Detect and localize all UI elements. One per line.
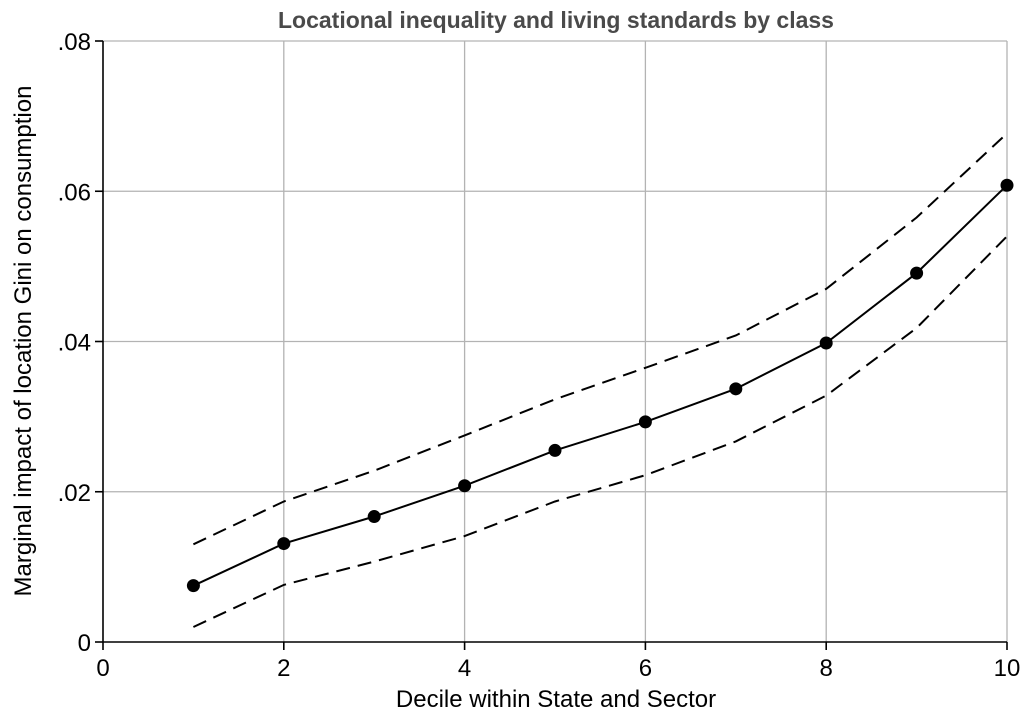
lower-bound-line: [192, 235, 1008, 628]
tick-labels: 0 2 4 6 8 10 0 .02 .04 .06 .08: [58, 29, 1021, 682]
data-point: [638, 415, 652, 429]
estimate-line: [192, 184, 1008, 587]
data-point: [910, 266, 924, 280]
data-point: [458, 479, 472, 493]
data-point: [819, 336, 833, 350]
x-tick-label: 0: [96, 655, 109, 682]
x-axis-title: Decile within State and Sector: [396, 686, 716, 712]
y-tick-label: .04: [58, 330, 91, 357]
data-point: [548, 443, 562, 457]
y-tick-label: .08: [58, 29, 91, 56]
x-tick-label: 10: [994, 655, 1021, 682]
data-point: [367, 510, 381, 524]
x-tick-label: 4: [458, 655, 471, 682]
x-tick-label: 8: [820, 655, 833, 682]
y-tick-label: .06: [58, 179, 91, 206]
data-point: [186, 579, 200, 593]
x-tick-label: 6: [639, 655, 652, 682]
gridlines: [103, 40, 1008, 642]
series-layer: [186, 132, 1014, 628]
chart-title: Locational inequality and living standar…: [278, 7, 834, 33]
x-tick-label: 2: [277, 655, 290, 682]
y-tick-label: 0: [78, 630, 91, 657]
y-tick-label: .02: [58, 480, 91, 507]
data-point: [1000, 178, 1014, 192]
upper-bound-line: [192, 132, 1008, 546]
axes: [95, 40, 1008, 650]
data-point: [277, 537, 291, 551]
y-axis-title: Marginal impact of location Gini on cons…: [10, 86, 37, 597]
data-point: [729, 382, 743, 396]
